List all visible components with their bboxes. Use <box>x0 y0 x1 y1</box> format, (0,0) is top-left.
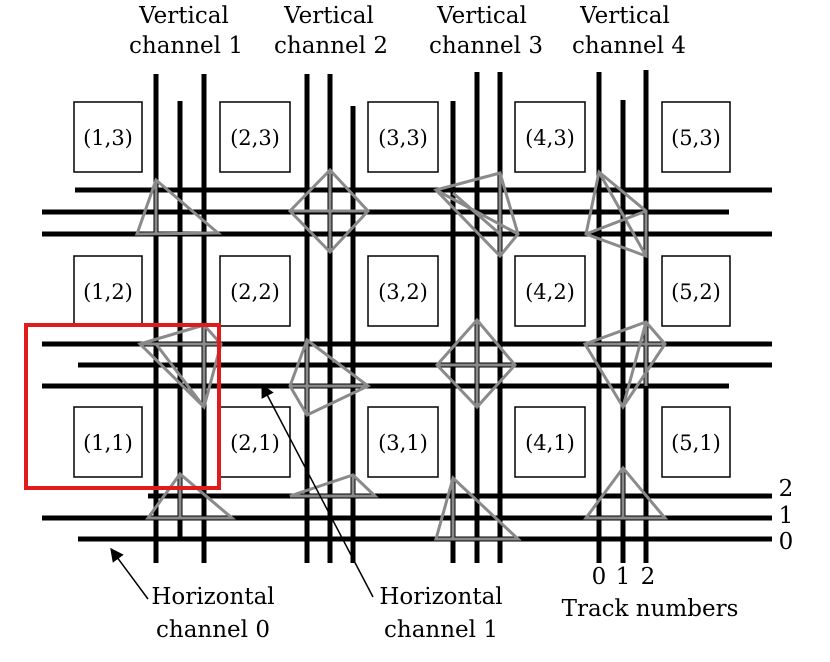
horizontal-channel-0-label: Horizontal <box>151 584 274 610</box>
switch-box <box>582 320 667 410</box>
logic-block-label: (5,3) <box>671 126 721 150</box>
logic-block-label: (1,2) <box>83 280 133 304</box>
logic-block <box>219 255 291 327</box>
logic-block-label: (4,1) <box>525 431 575 455</box>
track-numbers-caption: Track numbers <box>562 596 739 622</box>
logic-block <box>661 101 731 173</box>
vertical-channel-label: Vertical <box>283 3 374 29</box>
switch-box <box>134 177 223 236</box>
logic-block <box>661 255 731 327</box>
logic-block <box>73 255 143 327</box>
vertical-channel-label: channel 1 <box>129 33 243 59</box>
switch-box <box>287 167 371 255</box>
logic-block-label: (3,1) <box>378 431 428 455</box>
horizontal-track-numbers: 2 1 0 <box>779 476 794 555</box>
vertical-channel-label: channel 4 <box>572 33 686 59</box>
logic-block <box>219 406 291 478</box>
highlight-box <box>24 323 221 490</box>
switch-box <box>288 337 371 417</box>
logic-block-label: (1,3) <box>83 126 133 150</box>
v-track-number: 0 <box>592 564 607 590</box>
logic-block-label: (5,2) <box>671 280 721 304</box>
logic-block-label: (4,3) <box>525 126 575 150</box>
horizontal-channel-0-arrow <box>110 547 149 600</box>
logic-block-label: (2,2) <box>230 280 280 304</box>
switch-boxes <box>134 167 669 541</box>
logic-block-label: (4,2) <box>525 280 575 304</box>
logic-block-label: (3,2) <box>378 280 428 304</box>
switch-box <box>289 473 379 498</box>
vertical-channel-labels: Vertical channel 1 Vertical channel 2 Ve… <box>129 3 686 59</box>
horizontal-channel-0-label: channel 0 <box>156 617 270 643</box>
logic-block <box>514 406 586 478</box>
logic-block <box>514 101 586 173</box>
logic-block-label: (2,1) <box>230 431 280 455</box>
vertical-channel-label: Vertical <box>138 3 229 29</box>
vertical-track-numbers: 0 1 2 <box>592 564 656 590</box>
logic-block <box>367 406 439 478</box>
switch-box <box>434 475 522 541</box>
switch-box <box>583 465 669 520</box>
logic-block <box>367 255 439 327</box>
logic-block <box>73 406 143 478</box>
logic-block <box>514 255 586 327</box>
switch-box <box>434 317 517 410</box>
horizontal-channel-1-label: Horizontal <box>379 584 502 610</box>
logic-block-label: (1,1) <box>83 431 133 455</box>
logic-block-label: (3,3) <box>378 126 428 150</box>
vertical-channel-label: Vertical <box>579 3 670 29</box>
switch-box <box>584 169 648 259</box>
v-track-number: 2 <box>641 564 656 590</box>
logic-block-label: (5,1) <box>671 431 721 455</box>
logic-block <box>367 101 439 173</box>
logic-blocks: (1,3) (2,3) (3,3) (4,3) (5,3) (1,2) (2,2… <box>73 101 731 478</box>
switch-box <box>145 471 237 520</box>
vertical-channel-label: Vertical <box>436 3 527 29</box>
logic-block <box>73 101 143 173</box>
vertical-channel-label: channel 2 <box>274 33 388 59</box>
h-track-number: 2 <box>779 476 794 502</box>
logic-block-label: (2,3) <box>230 126 280 150</box>
h-track-number: 1 <box>779 503 794 529</box>
logic-block <box>219 101 291 173</box>
horizontal-channel-1-arrow <box>261 383 374 598</box>
logic-block <box>661 406 731 478</box>
h-track-number: 0 <box>779 529 794 555</box>
v-track-number: 1 <box>616 564 631 590</box>
switch-box <box>433 171 520 259</box>
vertical-channel-label: channel 3 <box>429 33 543 59</box>
horizontal-channel-1-label: channel 1 <box>384 617 498 643</box>
